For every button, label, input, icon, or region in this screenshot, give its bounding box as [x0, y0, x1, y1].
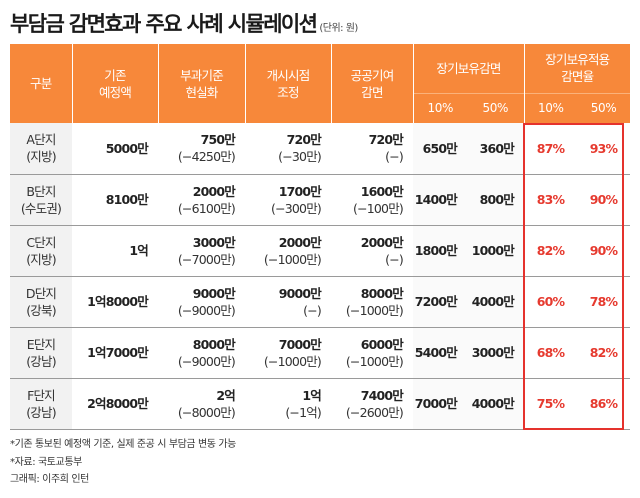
rate-10: 68%: [524, 327, 578, 379]
simulation-table: 구분 기존 예정액 부과기준 현실화 개시시점 조정 공공기여 감면 장기보유감…: [10, 44, 631, 430]
title-unit: (단위: 원): [319, 23, 358, 34]
base-amount: 1억8000만: [72, 276, 158, 328]
header-base: 기존 예정액: [72, 44, 159, 123]
footnotes: *기존 통보된 예정액 기준, 실제 준공 시 부담금 변동 가능 *자료: 국…: [10, 436, 236, 489]
longterm-10: 5400만: [413, 327, 467, 379]
table-row: C단지 (지방) 1억 3000만 (−7000만) 2000만 (−1000만) 2…: [10, 225, 631, 277]
row-category: A단지 (지방): [10, 123, 72, 175]
rate-10: 75%: [524, 378, 578, 430]
graphic-credit: 그래픽: 이주희 인턴: [10, 474, 89, 485]
rate-50: 90%: [577, 225, 631, 277]
longterm-50: 800만: [467, 174, 525, 226]
base-amount: 1억: [72, 225, 158, 277]
public-amount: 7400만 (−2600만): [331, 378, 413, 430]
start-amount: 9000만 (−): [245, 276, 331, 328]
longterm-50: 360만: [467, 123, 525, 175]
rate-10: 60%: [524, 276, 578, 328]
row-category: D단지 (강북): [10, 276, 72, 328]
realize-amount: 3000만 (−7000만): [158, 225, 245, 277]
row-category: C단지 (지방): [10, 225, 72, 277]
start-amount: 1억 (−1억): [245, 378, 331, 430]
header-start: 개시시점 조정: [245, 44, 332, 123]
base-amount: 1억7000만: [72, 327, 158, 379]
rate-10: 83%: [524, 174, 578, 226]
longterm-10: 1400만: [413, 174, 467, 226]
start-amount: 1700만 (−300만): [245, 174, 331, 226]
table-row: B단지 (수도권) 8100만 2000만 (−6100만) 1700만 (−300만…: [10, 174, 631, 226]
realize-amount: 2000만 (−6100만): [158, 174, 245, 226]
base-amount: 2억8000만: [72, 378, 158, 430]
start-amount: 720만 (−30만): [245, 123, 331, 175]
footnote-source: *자료: 국토교통부: [10, 456, 82, 468]
longterm-50: 3000만: [467, 327, 525, 379]
header-category: 구분: [10, 44, 73, 123]
public-amount: 8000만 (−1000만): [331, 276, 413, 328]
realize-amount: 8000만 (−9000만): [158, 327, 245, 379]
longterm-10: 1800만: [413, 225, 467, 277]
public-amount: 6000만 (−1000만): [331, 327, 413, 379]
table-row: A단지 (지방) 5000만 750만 (−4250만) 720만 (−30만) 72…: [10, 123, 631, 175]
header-lt-50: 50%: [467, 92, 525, 123]
longterm-10: 650만: [413, 123, 467, 175]
rate-50: 93%: [577, 123, 631, 175]
start-amount: 7000만 (−1000만): [245, 327, 331, 379]
header-longterm: 장기보유감면: [413, 44, 525, 93]
base-amount: 8100만: [72, 174, 158, 226]
rate-10: 82%: [524, 225, 578, 277]
header-public: 공공기여 감면: [331, 44, 414, 123]
longterm-50: 1000만: [467, 225, 525, 277]
rate-50: 86%: [577, 378, 631, 430]
base-amount: 5000만: [72, 123, 158, 175]
row-category: E단지 (강남): [10, 327, 72, 379]
row-category: F단지 (강남): [10, 378, 72, 430]
longterm-10: 7200만: [413, 276, 467, 328]
header-rate-50: 50%: [577, 92, 631, 123]
realize-amount: 2억 (−8000만): [158, 378, 245, 430]
title-main: 부담금 감면효과 주요 사례 시뮬레이션: [10, 12, 318, 36]
longterm-50: 4000만: [467, 276, 525, 328]
header-rate-10: 10%: [524, 92, 578, 123]
row-category: B단지 (수도권): [10, 174, 72, 226]
table-row: F단지 (강남) 2억8000만 2억 (−8000만) 1억 (−1억) 7400만…: [10, 378, 631, 430]
rate-10: 87%: [524, 123, 578, 175]
public-amount: 2000만 (−): [331, 225, 413, 277]
public-amount: 720만 (−): [331, 123, 413, 175]
realize-amount: 9000만 (−9000만): [158, 276, 245, 328]
longterm-50: 4000만: [467, 378, 525, 430]
public-amount: 1600만 (−100만): [331, 174, 413, 226]
rate-50: 78%: [577, 276, 631, 328]
header-realize: 부과기준 현실화: [158, 44, 246, 123]
start-amount: 2000만 (−1000만): [245, 225, 331, 277]
chart-title: 부담금 감면효과 주요 사례 시뮬레이션 (단위: 원): [10, 8, 358, 38]
footnote-basis: *기존 통보된 예정액 기준, 실제 준공 시 부담금 변동 가능: [10, 439, 236, 450]
header-lt-10: 10%: [413, 92, 467, 123]
header-rate: 장기보유적용 감면율: [524, 44, 631, 93]
rate-50: 90%: [577, 174, 631, 226]
table-row: E단지 (강남) 1억7000만 8000만 (−9000만) 7000만 (−100…: [10, 327, 631, 379]
realize-amount: 750만 (−4250만): [158, 123, 245, 175]
longterm-10: 7000만: [413, 378, 467, 430]
table-row: D단지 (강북) 1억8000만 9000만 (−9000만) 9000만 (−) 8…: [10, 276, 631, 328]
rate-50: 82%: [577, 327, 631, 379]
